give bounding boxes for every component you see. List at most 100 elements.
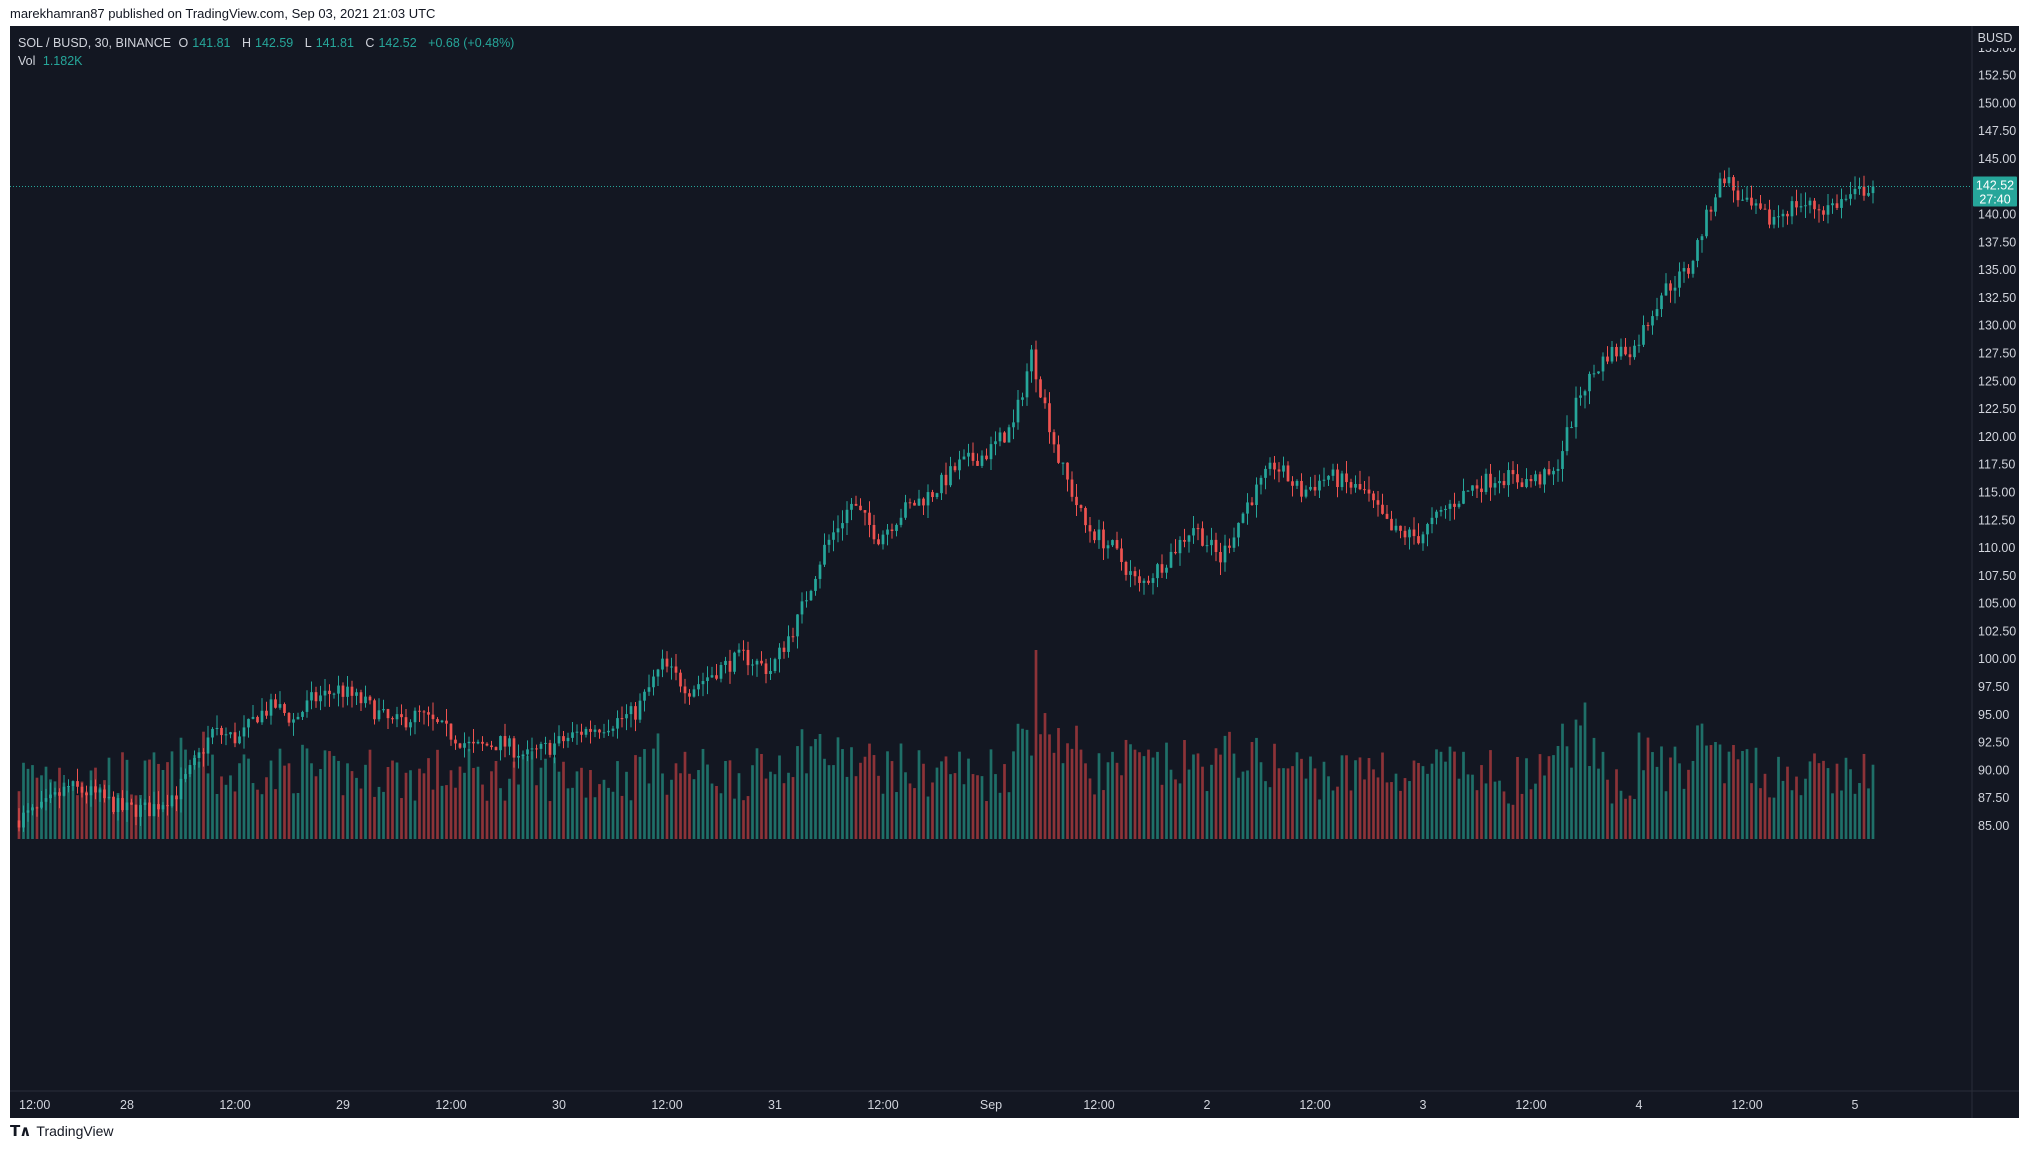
candle-body	[296, 716, 300, 720]
candle	[1183, 528, 1186, 548]
candle	[611, 725, 615, 737]
time-tick-label: 12:00	[19, 1098, 50, 1112]
candle	[1237, 522, 1240, 547]
candle-body	[359, 692, 363, 704]
candle-body	[98, 789, 102, 793]
candle	[247, 718, 250, 738]
candle-body	[1394, 525, 1398, 531]
candle	[332, 692, 336, 699]
candle	[260, 698, 264, 725]
volume-bar	[814, 739, 817, 839]
candle-body	[1057, 444, 1060, 463]
volume-bar	[359, 788, 363, 839]
countdown-label: 27:40	[1979, 193, 2010, 207]
candle-body	[931, 492, 934, 498]
candle	[1768, 199, 1771, 229]
time-tick-label: 12:00	[1299, 1098, 1330, 1112]
low-value: 141.81	[315, 36, 354, 50]
candle-body	[310, 692, 313, 701]
candle-body	[1363, 489, 1366, 491]
candle-body	[1543, 469, 1546, 485]
candle	[283, 702, 286, 716]
volume-bar	[719, 793, 723, 839]
candle	[715, 663, 718, 681]
candle	[1255, 477, 1258, 518]
volume-bar	[625, 771, 628, 839]
volume-bar	[899, 743, 903, 839]
candle	[1138, 569, 1141, 592]
candle	[994, 431, 997, 456]
volume-bar	[683, 751, 687, 839]
candle-body	[1768, 209, 1771, 225]
candle	[40, 791, 43, 810]
time-tick-label: 12:00	[651, 1098, 682, 1112]
candle	[1336, 463, 1339, 498]
candle-body	[818, 564, 822, 579]
volume-bar	[94, 767, 97, 839]
candle-body	[188, 765, 192, 775]
price-tick-label: 150.00	[1978, 96, 2016, 110]
candle-body	[593, 729, 597, 732]
candle	[877, 533, 880, 546]
volume-bar	[584, 797, 588, 839]
candle-body	[571, 732, 574, 738]
candle-body	[278, 704, 282, 708]
volume-bar	[1237, 777, 1240, 839]
volume-bar	[247, 758, 250, 839]
candle	[1835, 194, 1839, 210]
tradingview-logo[interactable]: 𝗧∧ TradingView	[10, 1122, 113, 1140]
volume-bar	[913, 788, 916, 839]
volume-bar	[1853, 793, 1857, 839]
candle	[1457, 500, 1461, 509]
volume-bar	[1142, 756, 1146, 839]
volume-bar	[1579, 725, 1582, 839]
volume-bar	[314, 776, 318, 839]
candle	[1804, 192, 1807, 219]
price-tick-label: 132.50	[1978, 291, 2016, 305]
candle	[485, 742, 489, 747]
candle-body	[1165, 567, 1168, 573]
candle-body	[1867, 193, 1870, 196]
chart-frame[interactable]: 85.00 87.50 90.00 92.50 95.00 97.50 100.00 102.…	[10, 26, 2019, 1118]
candle-body	[1493, 483, 1497, 488]
candle	[503, 723, 507, 758]
candle	[1669, 280, 1672, 303]
candle-body	[1223, 545, 1227, 563]
chart-canvas[interactable]: 85.00 87.50 90.00 92.50 95.00 97.50 100.00 102.…	[10, 26, 2019, 1118]
volume-bar	[701, 748, 705, 839]
candle-body	[1408, 529, 1411, 538]
candle	[1853, 176, 1857, 200]
candle-body	[1628, 354, 1632, 358]
candle-body	[877, 539, 880, 545]
volume-bar	[1862, 753, 1866, 839]
candle	[1826, 193, 1830, 224]
candle-body	[1633, 345, 1636, 358]
candle	[1808, 197, 1812, 214]
candle	[404, 708, 408, 731]
candle	[80, 782, 84, 798]
volume-bar	[1651, 752, 1654, 839]
candle	[1147, 575, 1150, 585]
volume-bar	[1228, 731, 1231, 839]
volume-bar	[1453, 751, 1456, 839]
candle-body	[958, 459, 961, 471]
candle-body	[1228, 545, 1231, 548]
candle-body	[1444, 508, 1447, 511]
volume-bar	[1772, 797, 1776, 839]
candle	[575, 724, 579, 745]
volume-bar	[1475, 790, 1479, 839]
price-tick-label: 110.00	[1978, 541, 2015, 555]
volume-bar	[85, 791, 88, 839]
candle-body	[1061, 462, 1065, 464]
candle-body	[17, 820, 21, 828]
volume-bar	[1088, 778, 1092, 839]
candle-body	[1331, 469, 1335, 476]
volume-bar	[1255, 737, 1258, 839]
volume-bar	[589, 770, 592, 839]
candle	[319, 685, 322, 711]
candle	[1309, 476, 1312, 492]
last-price-label: 142.52	[1976, 179, 2014, 193]
candle-body	[895, 524, 898, 532]
candle	[890, 523, 894, 539]
candle-body	[328, 690, 331, 695]
